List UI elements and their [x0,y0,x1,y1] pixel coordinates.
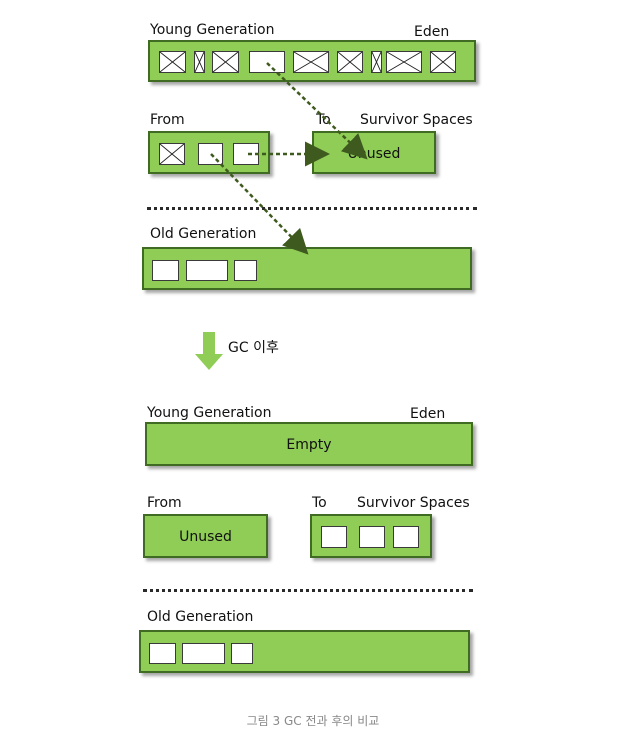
live-object [149,643,176,664]
dead-object [337,51,363,73]
separator-dotted [147,207,477,210]
dead-object [430,51,456,73]
down-arrow-icon [195,332,223,370]
cross-icon [372,52,381,72]
from-label-after: From [147,495,182,511]
separator-dotted [143,589,473,592]
live-object [233,143,259,165]
dead-object [194,51,205,73]
survivor-spaces-label-after: Survivor Spaces [357,495,470,511]
to-label-after: To [312,495,327,511]
live-object [231,643,253,664]
young-generation-label: Young Generation [150,22,275,38]
live-object [186,260,228,281]
eden-label-after: Eden [410,406,446,422]
cross-icon [160,52,185,72]
dead-object [159,51,186,73]
to-label: To [316,112,331,128]
to-survivor-after [310,514,432,558]
old-generation-before [142,247,472,290]
dead-object [293,51,329,73]
dead-object [159,143,185,165]
survivor-spaces-label: Survivor Spaces [360,112,473,128]
from-survivor-before [148,131,270,174]
eden-label: Eden [414,24,450,40]
cross-icon [294,52,328,72]
live-object [182,643,225,664]
from-space-status: Unused [179,529,232,545]
old-generation-after [139,630,470,673]
eden-status: Empty [286,437,332,453]
cross-icon [213,52,238,72]
old-generation-label-after: Old Generation [147,609,254,625]
live-object [393,526,419,548]
from-label: From [150,112,185,128]
dead-object [386,51,422,73]
live-object [359,526,385,548]
live-object [321,526,347,548]
young-generation-label-after: Young Generation [147,405,272,421]
live-object [198,143,223,165]
eden-space-after: Empty [145,422,473,466]
cross-icon [195,52,204,72]
to-space-status: Unused [347,146,401,162]
cross-icon [431,52,455,72]
live-object [234,260,257,281]
figure-caption: 그림 3 GC 전과 후의 비교 [246,714,380,728]
dead-object [371,51,382,73]
live-object [249,51,285,73]
live-object [152,260,179,281]
after-gc-label: GC 이후 [228,340,279,356]
from-survivor-after: Unused [143,514,268,558]
cross-icon [387,52,421,72]
cross-icon [160,144,184,164]
eden-space-before [148,40,476,82]
to-survivor-before: Unused [312,131,436,174]
dead-object [212,51,239,73]
cross-icon [338,52,362,72]
old-generation-label: Old Generation [150,226,257,242]
